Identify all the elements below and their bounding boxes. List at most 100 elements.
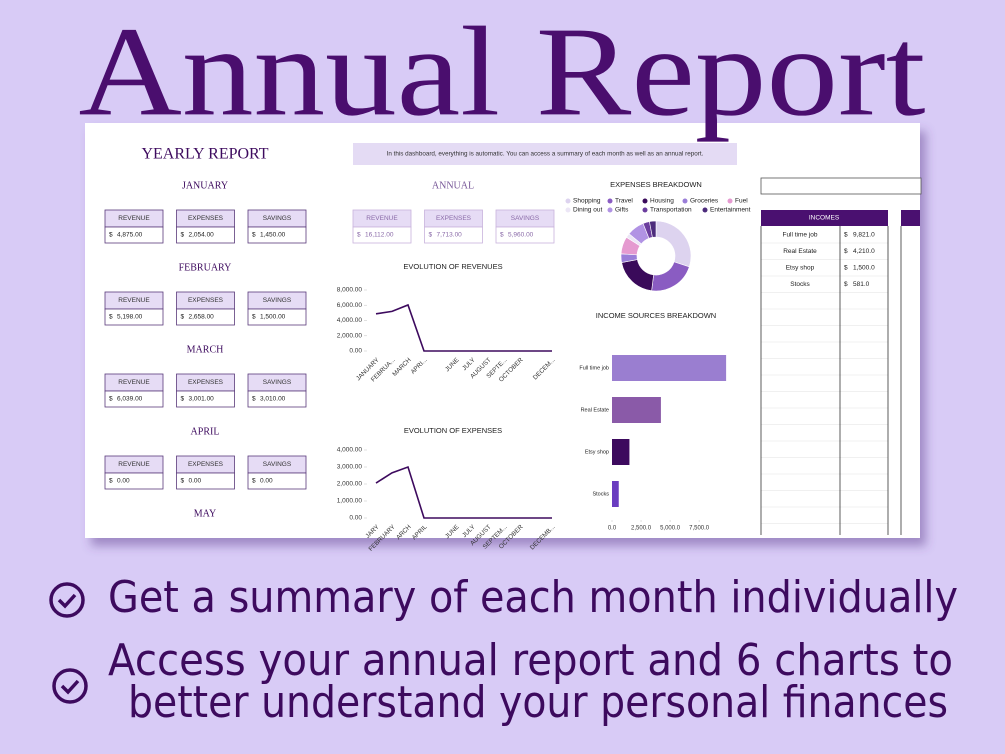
bullets: Get a summary of each month individually… — [108, 572, 958, 728]
bullet-text: better understand your personal finances — [128, 677, 948, 728]
y-tick-label: Stocks — [592, 491, 609, 497]
card-label: EXPENSES — [188, 379, 224, 386]
card-body — [247, 472, 307, 490]
legend-dot — [642, 198, 648, 204]
card-amount: 16,112.00 — [365, 232, 394, 239]
y-tick-label: 4,000.00 — [337, 317, 363, 324]
card-label: SAVINGS — [263, 461, 292, 468]
legend-label: Gifts — [615, 207, 629, 214]
y-tick-label: 6,000.00 — [337, 302, 363, 309]
card-body — [104, 308, 164, 326]
card-body — [104, 226, 164, 244]
card-body — [247, 226, 307, 244]
x-tick-label: 7,500.0 — [689, 526, 710, 532]
month-name: MAY — [194, 508, 216, 519]
notice: In this dashboard, everything is automat… — [387, 151, 704, 158]
row-currency: $ — [844, 281, 848, 288]
legend-label: Travel — [615, 198, 633, 205]
row-currency: $ — [844, 232, 848, 239]
card-amount: 0.00 — [260, 478, 273, 485]
card-amount: 0.00 — [117, 478, 130, 485]
row-name: Etsy shop — [786, 265, 815, 272]
table-header-partial — [901, 210, 920, 226]
month-name: JANUARY — [182, 180, 228, 191]
card-body — [247, 308, 307, 326]
chart-title: EXPENSES BREAKDOWN — [610, 180, 702, 189]
card-amount: 5,198.00 — [117, 314, 143, 321]
card-body — [495, 226, 555, 244]
row-amount: 4,210.0 — [853, 248, 875, 255]
bar — [612, 439, 630, 465]
legend-dot — [565, 207, 571, 213]
card-amount: 3,001.00 — [189, 396, 215, 403]
card-amount: 3,010.00 — [260, 396, 286, 403]
card-currency: $ — [181, 232, 185, 239]
bar — [612, 397, 661, 423]
y-tick-label: 2,000.00 — [337, 481, 363, 488]
check-icon — [49, 582, 88, 704]
y-tick-label: Etsy shop — [585, 449, 609, 455]
card-currency: $ — [109, 314, 113, 321]
x-tick-label: 0.0 — [608, 526, 617, 532]
card-amount: 6,039.00 — [117, 396, 143, 403]
card-currency: $ — [109, 232, 113, 239]
bullet-text: Access your annual report and 6 charts t… — [108, 635, 953, 686]
annual-name: ANNUAL — [432, 180, 474, 191]
card-label: REVENUE — [118, 379, 150, 386]
row-amount: 1,500.0 — [853, 265, 875, 272]
card-label: REVENUE — [118, 215, 150, 222]
legend-dot — [682, 198, 688, 204]
card-body — [176, 226, 235, 244]
legend-label: Fuel — [735, 198, 748, 205]
notice-box — [353, 143, 737, 165]
card-amount: 4,875.00 — [117, 232, 143, 239]
card-label: EXPENSES — [188, 215, 224, 222]
legend-dot — [702, 207, 708, 213]
card-label: SAVINGS — [263, 379, 292, 386]
card-label: SAVINGS — [263, 297, 292, 304]
chart-title: EVOLUTION OF EXPENSES — [404, 426, 502, 435]
y-tick-label: Real Estate — [581, 407, 609, 413]
legend-dot — [727, 198, 733, 204]
y-tick-label: 3,000.00 — [337, 464, 363, 471]
chart-title: INCOME SOURCES BREAKDOWN — [596, 311, 716, 320]
y-tick-label: 4,000.00 — [337, 447, 363, 454]
card-currency: $ — [109, 478, 113, 485]
legend-label: Dining out — [573, 207, 602, 214]
x-tick-label: 5,000.0 — [660, 526, 681, 532]
card-currency: $ — [181, 478, 185, 485]
bullet-text: Get a summary of each month individually — [108, 572, 958, 623]
card-amount: 0.00 — [189, 478, 202, 485]
chart-title: EVOLUTION OF REVENUES — [403, 262, 502, 271]
legend-dot — [565, 198, 571, 204]
card-currency: $ — [181, 396, 185, 403]
card-label: REVENUE — [118, 461, 150, 468]
card-currency: $ — [252, 396, 256, 403]
card-amount: 7,713.00 — [437, 232, 463, 239]
y-tick-label: 0.00 — [349, 348, 362, 355]
card-amount: 2,658.00 — [189, 314, 215, 321]
row-currency: $ — [844, 265, 848, 272]
card-currency: $ — [252, 314, 256, 321]
month-name: MARCH — [187, 344, 224, 355]
row-amount: 581.0 — [853, 281, 870, 288]
card-body — [176, 390, 235, 408]
donut-segment — [649, 220, 657, 238]
line-series — [375, 465, 552, 519]
row-currency: $ — [844, 248, 848, 255]
card-body — [104, 472, 164, 490]
card-label: EXPENSES — [188, 297, 224, 304]
card-currency: $ — [181, 314, 185, 321]
dashboard: YEARLY REPORT In this dashboard, everythi… — [104, 143, 889, 553]
card-body — [352, 226, 412, 244]
row-amount: 9,821.0 — [853, 232, 875, 239]
card-currency: $ — [252, 478, 256, 485]
dashboard-title: YEARLY REPORT — [141, 146, 268, 163]
legend-dot — [607, 207, 613, 213]
row-name: Real Estate — [783, 248, 817, 255]
legend-label: Groceries — [690, 198, 719, 205]
table-header-text: INCOMES — [809, 215, 840, 222]
y-tick-label: 1,000.00 — [337, 498, 363, 505]
legend-dot — [642, 207, 648, 213]
